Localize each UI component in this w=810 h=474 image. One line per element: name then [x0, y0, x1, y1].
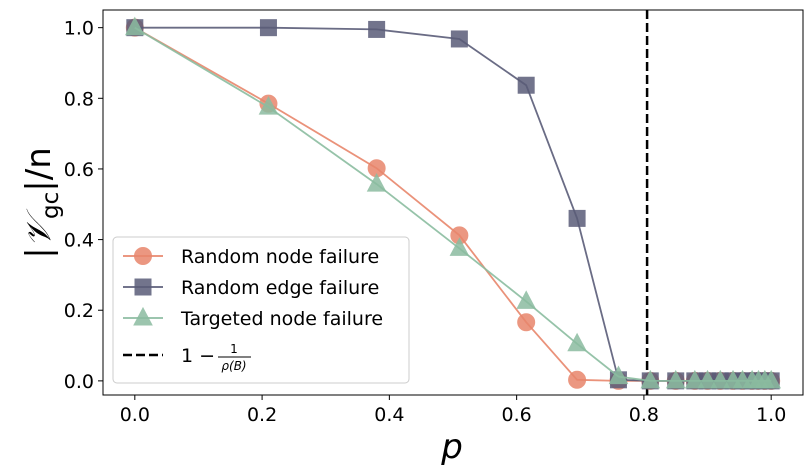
- y-axis-title-bar: |: [19, 247, 59, 258]
- legend: Random node failure Random edge failure …: [112, 236, 410, 384]
- data-point-targeted-node-failure: [124, 16, 145, 36]
- plot-frame: [102, 9, 804, 396]
- legend-handle-marker-targeted-node: [133, 306, 153, 326]
- data-point-targeted-node-failure: [640, 369, 661, 389]
- series-layer: [124, 16, 782, 390]
- legend-label-threshold-denominator: ρ(B): [221, 359, 246, 373]
- data-point-targeted-node-failure: [366, 173, 387, 192]
- x-tick-label: 0.2: [247, 404, 277, 426]
- legend-label-threshold: 1 −: [181, 345, 215, 367]
- legend-label-random-node: Random node failure: [181, 246, 379, 268]
- legend-handle-marker-random-node: [134, 247, 152, 265]
- x-axis-title: p: [440, 427, 463, 467]
- legend-label-targeted-node: Targeted node failure: [180, 308, 383, 330]
- y-tick-label: 1.0: [64, 18, 94, 40]
- x-tick-label: 0.0: [120, 404, 150, 426]
- y-axis: 0.0 0.2 0.4 0.6 0.8 1.0: [64, 18, 103, 393]
- y-tick-label: 0.6: [64, 159, 94, 181]
- data-point-targeted-node-failure: [684, 369, 705, 389]
- data-point-targeted-node-failure: [567, 332, 587, 352]
- data-point-targeted-node-failure: [761, 369, 782, 389]
- data-point-random-edge-failure: [259, 19, 277, 37]
- data-point-targeted-node-failure: [665, 369, 686, 389]
- data-point-targeted-node-failure: [516, 290, 537, 309]
- legend-label-random-edge: Random edge failure: [181, 277, 379, 299]
- data-point-random-edge-failure: [517, 76, 535, 94]
- data-point-random-edge-failure: [568, 209, 586, 227]
- data-point-targeted-node-failure: [258, 96, 279, 115]
- y-tick-label: 0.8: [64, 88, 94, 110]
- y-tick-label: 0.4: [64, 230, 94, 252]
- y-axis-title-suffix: |/n: [19, 147, 59, 191]
- y-axis-title: |𝒱gc|/n: [19, 147, 64, 259]
- data-point-random-edge-failure: [368, 20, 386, 38]
- x-tick-label: 0.6: [502, 404, 532, 426]
- data-point-targeted-node-failure: [449, 237, 470, 256]
- y-tick-label: 0.2: [64, 300, 94, 322]
- data-point-targeted-node-failure: [710, 369, 731, 389]
- x-tick-label: 1.0: [756, 404, 786, 426]
- x-axis: 0.0 0.2 0.4 0.6 0.8 1.0: [120, 395, 786, 426]
- x-tick-label: 0.4: [374, 404, 404, 426]
- data-point-random-node-failure: [568, 370, 587, 389]
- legend-box: [112, 236, 410, 384]
- legend-label-threshold-numerator: 1: [230, 342, 238, 356]
- data-point-targeted-node-failure: [608, 365, 629, 385]
- data-point-targeted-node-failure: [697, 369, 718, 389]
- data-point-random-node-failure: [517, 313, 536, 332]
- y-tick-label: 0.0: [64, 371, 94, 393]
- series-targeted-node-failure: [124, 16, 782, 389]
- data-point-random-edge-failure: [450, 30, 468, 48]
- x-tick-label: 0.8: [629, 404, 659, 426]
- legend-handle-marker-random-edge: [134, 278, 152, 296]
- y-axis-title-subscript: gc: [38, 192, 64, 219]
